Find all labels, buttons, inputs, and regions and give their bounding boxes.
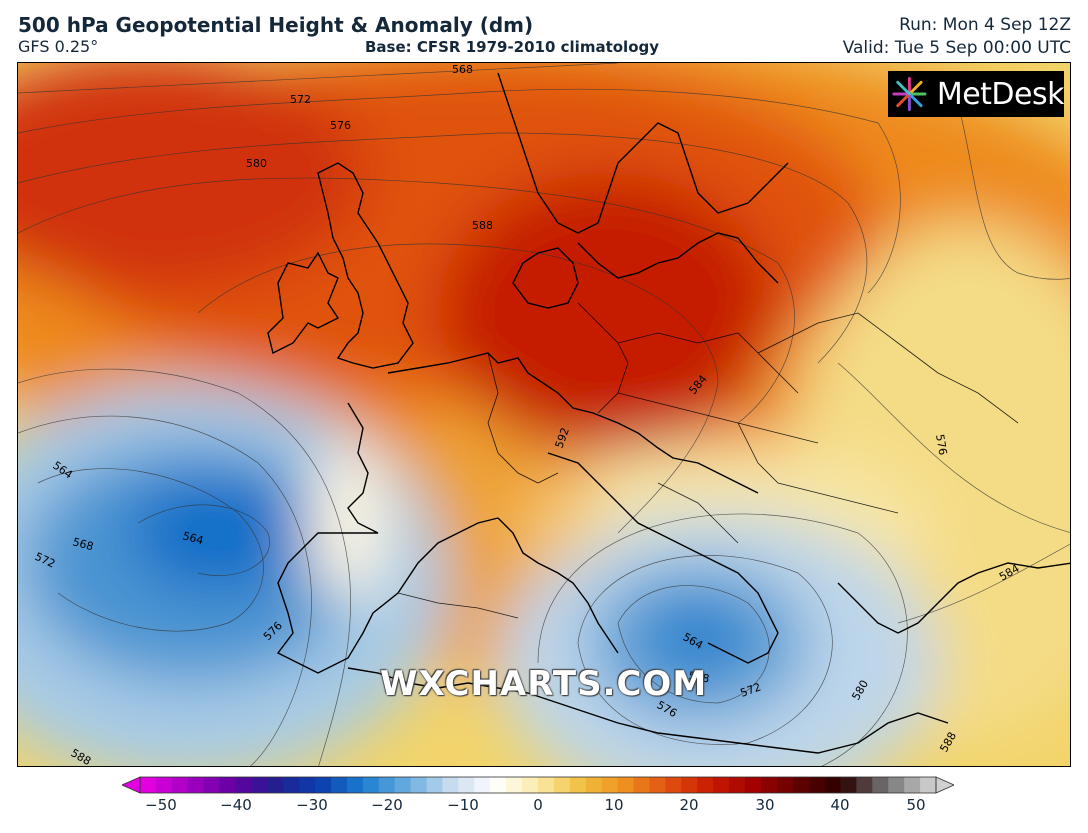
colorbar-segment <box>442 777 459 793</box>
contour-label: 576 <box>933 433 949 456</box>
colorbar-segment <box>681 777 698 793</box>
colorbar-segment <box>506 777 523 793</box>
colorbar-tick: 30 <box>755 796 775 814</box>
contour-label: 568 <box>71 535 95 553</box>
contour-label: 564 <box>181 529 205 547</box>
contour-label: 568 <box>687 669 710 685</box>
metdesk-logo-text: MetDesk <box>936 76 1065 112</box>
colorbar-segment <box>888 777 905 793</box>
colorbar-segment <box>203 777 221 793</box>
colorbar-segment <box>331 777 348 793</box>
colorbar-segment <box>187 777 205 793</box>
colorbar-segment <box>490 777 507 793</box>
colorbar-segment <box>538 777 555 793</box>
colorbar-segment <box>315 777 332 793</box>
colorbar-segment <box>394 777 412 793</box>
colorbar-segment <box>808 777 826 793</box>
colorbar-segment <box>904 777 921 793</box>
colorbar-segment <box>283 777 300 793</box>
colorbar-segment <box>713 777 730 793</box>
wxcharts-watermark: WXCHARTS.COM <box>380 664 708 704</box>
colorbar-segment <box>553 777 571 793</box>
colorbar-segment <box>649 777 666 793</box>
colorbar-tick: 40 <box>830 796 850 814</box>
colorbar-segment <box>362 777 380 793</box>
colorbar-tick: −40 <box>220 796 252 814</box>
colorbar-segment <box>235 777 252 793</box>
colorbar-segment <box>426 777 443 793</box>
colorbar-min-arrow <box>122 776 141 794</box>
colorbar-segment <box>824 777 841 793</box>
colorbar-segment <box>267 777 284 793</box>
contour-label: 576 <box>330 119 351 132</box>
contour-label: 568 <box>452 63 473 76</box>
colorbar-segment <box>410 777 428 793</box>
colorbar-max-arrow <box>935 776 954 794</box>
colorbar-segment <box>617 777 635 793</box>
anomaly-field <box>18 63 1070 766</box>
colorbar-segment <box>458 777 475 793</box>
colorbar <box>122 776 954 794</box>
colorbar-segment <box>697 777 714 793</box>
colorbar-segment <box>585 777 603 793</box>
coastlines <box>267 72 1070 754</box>
colorbar-segment <box>729 777 746 793</box>
colorbar-segment <box>346 777 364 793</box>
contour-label: 572 <box>290 93 311 106</box>
metdesk-burst-icon <box>892 76 927 112</box>
borders <box>397 302 1019 619</box>
run-time: Run: Mon 4 Sep 12Z <box>899 15 1071 35</box>
colorbar-segments <box>140 777 937 793</box>
colorbar-segment <box>856 777 873 793</box>
metdesk-logo: MetDesk <box>888 71 1065 117</box>
colorbar-segment <box>219 777 237 793</box>
colorbar-segment <box>665 777 682 793</box>
colorbar-segment <box>792 777 810 793</box>
colorbar-segment <box>474 777 491 793</box>
colorbar-tick: 20 <box>679 796 699 814</box>
valid-time: Valid: Tue 5 Sep 00:00 UTC <box>842 38 1071 58</box>
colorbar-tick: −50 <box>145 796 177 814</box>
colorbar-segment <box>840 777 857 793</box>
colorbar-tick: −20 <box>371 796 403 814</box>
colorbar-tick: 0 <box>533 796 543 814</box>
colorbar-tick: −30 <box>296 796 328 814</box>
chart-title: 500 hPa Geopotential Height & Anomaly (d… <box>18 13 534 37</box>
colorbar-segment <box>299 777 316 793</box>
colorbar-frame <box>139 776 937 794</box>
colorbar-segment <box>522 777 539 793</box>
colorbar-segment <box>776 777 794 793</box>
colorbar-segment <box>251 777 268 793</box>
colorbar-segment <box>378 777 396 793</box>
anomaly-map: 568 572 576 580 588 584 592 564 568 572 … <box>17 62 1071 767</box>
colorbar-segment <box>601 777 619 793</box>
climatology-base: Base: CFSR 1979-2010 climatology <box>365 38 660 56</box>
colorbar-segment <box>140 777 157 793</box>
colorbar-segment <box>155 777 173 793</box>
map-canvas: 568 572 576 580 588 584 592 564 568 572 … <box>18 63 1070 766</box>
colorbar-tick: 10 <box>604 796 624 814</box>
colorbar-segment <box>920 777 937 793</box>
colorbar-tick: 50 <box>906 796 926 814</box>
height-contours <box>18 63 1070 766</box>
colorbar-segment <box>744 777 762 793</box>
contour-label: 580 <box>246 157 267 170</box>
model-label: GFS 0.25° <box>18 37 99 56</box>
colorbar-segment <box>569 777 587 793</box>
colorbar-segment <box>872 777 889 793</box>
colorbar-segment <box>633 777 650 793</box>
contour-label: 588 <box>472 219 493 232</box>
colorbar-segment <box>760 777 778 793</box>
colorbar-tick: −10 <box>447 796 479 814</box>
colorbar-ticks: −50 −40 −30 −20 −10 0 10 20 30 40 50 <box>0 796 1088 820</box>
colorbar-segment <box>171 777 189 793</box>
